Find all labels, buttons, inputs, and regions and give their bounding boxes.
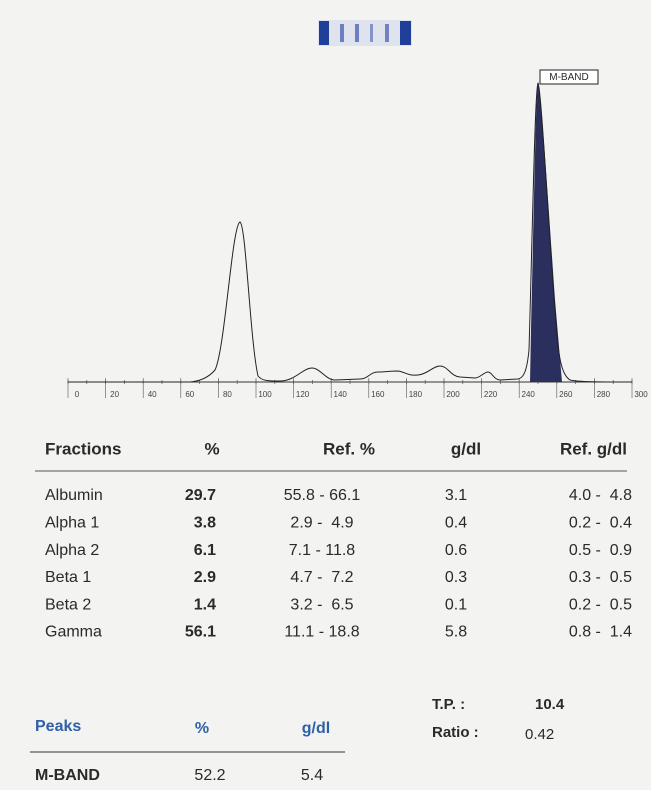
tick-label: 60: [185, 390, 194, 399]
ratio-value: 0.42: [525, 726, 554, 743]
band: [340, 24, 344, 42]
cell: 3.8: [194, 515, 216, 532]
band: [385, 24, 389, 42]
band: [400, 21, 411, 45]
cell: 52.2: [194, 767, 225, 784]
tick-label: 180: [409, 390, 423, 399]
header: g/dl: [302, 720, 330, 737]
cell: 0.4: [445, 515, 467, 532]
background: [0, 0, 651, 790]
strip: [318, 20, 412, 46]
header: %: [195, 720, 209, 737]
ratio-label: Ratio :: [432, 724, 479, 741]
cell: 0.2 - 0.5: [569, 596, 632, 613]
cell: 7.1 - 11.8: [289, 542, 356, 559]
cell: 2.9 - 4.9: [290, 515, 353, 532]
report: 0 20 40 60 80 100 120 140 160 180 200 220 240 260 280 3…: [0, 0, 651, 790]
cell: 6.1: [194, 542, 216, 559]
cell: Albumin: [45, 487, 103, 504]
cell: 0.3 - 0.5: [569, 569, 632, 586]
tick-label: 0: [75, 390, 80, 399]
cell: 5.4: [301, 767, 323, 784]
cell: 4.0 - 4.8: [569, 487, 632, 504]
header: Ref. g/dl: [560, 439, 627, 458]
tick-label: 80: [223, 390, 232, 399]
tick-label: 260: [559, 390, 573, 399]
tick-label: 200: [446, 390, 460, 399]
cell: 0.5 - 0.9: [569, 542, 632, 559]
cell: 0.2 - 0.4: [569, 515, 632, 532]
band: [319, 21, 329, 45]
cell: 55.8 - 66.1: [284, 487, 361, 504]
tick-label: 40: [148, 390, 157, 399]
peak-label: M-BAND: [549, 72, 588, 83]
cell: 3.2 - 6.5: [290, 596, 353, 613]
tp-label: T.P. :: [432, 696, 465, 713]
tp-value: 10.4: [535, 696, 565, 713]
tick-label: 100: [258, 390, 272, 399]
header: Fractions: [45, 439, 122, 458]
tick-label: 280: [597, 390, 611, 399]
cell: 0.3: [445, 569, 467, 586]
tick-label: 220: [484, 390, 498, 399]
cell: 2.9: [194, 569, 216, 586]
cell: Beta 1: [45, 569, 91, 586]
cell: Gamma: [45, 624, 102, 641]
cell: 5.8: [445, 624, 467, 641]
cell: 1.4: [194, 596, 216, 613]
tick-label: 140: [334, 390, 348, 399]
header: Peaks: [35, 718, 81, 735]
tick-label: 20: [110, 390, 119, 399]
cell: Alpha 1: [45, 515, 99, 532]
gel-strip: [318, 20, 412, 46]
tick-label: 240: [522, 390, 536, 399]
cell: 11.1 - 18.8: [284, 624, 359, 641]
cell: 0.8 - 1.4: [569, 624, 632, 641]
tick-label: 160: [371, 390, 385, 399]
cell: 0.1: [445, 596, 467, 613]
cell: 0.6: [445, 542, 467, 559]
cell: Alpha 2: [45, 542, 99, 559]
header: Ref. %: [323, 439, 375, 458]
cell: 56.1: [185, 624, 216, 641]
cell: Beta 2: [45, 596, 91, 613]
cell: M-BAND: [35, 767, 100, 784]
cell: 3.1: [445, 487, 467, 504]
header: %: [204, 439, 219, 458]
band: [370, 24, 373, 42]
cell: 4.7 - 7.2: [290, 569, 353, 586]
band: [355, 24, 359, 42]
cell: 29.7: [185, 487, 216, 504]
header: g/dl: [451, 439, 481, 458]
tick-label: 120: [296, 390, 310, 399]
tick-label: 300: [634, 390, 648, 399]
